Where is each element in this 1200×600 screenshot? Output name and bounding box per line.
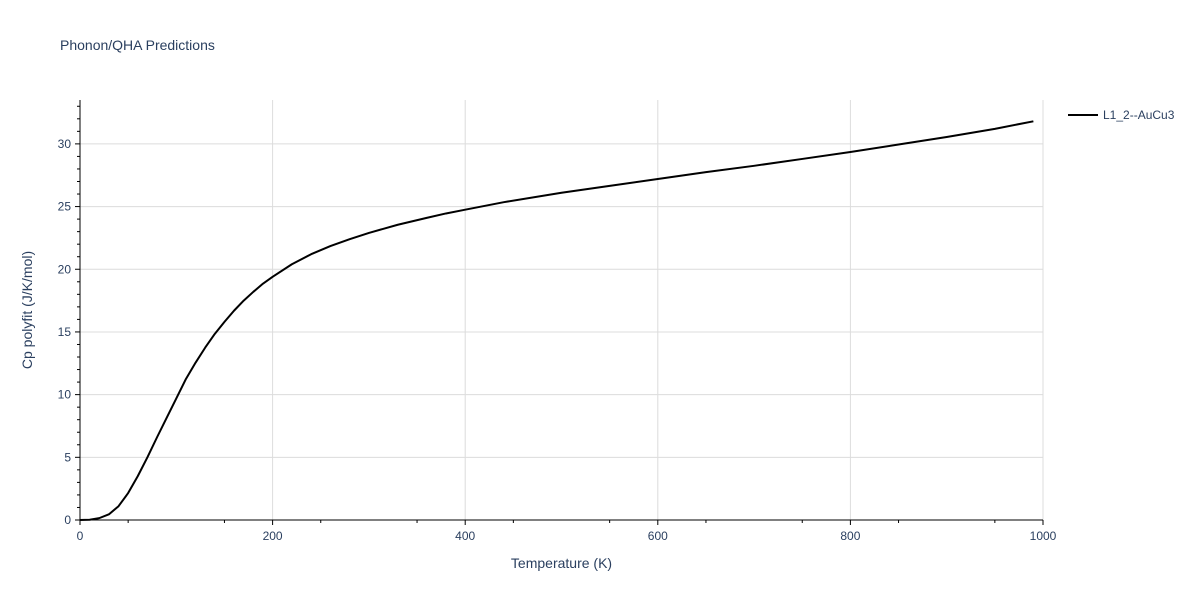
x-tick-label: 600 — [648, 529, 668, 543]
x-tick-label: 1000 — [1030, 529, 1057, 543]
y-axis-ticks: 0 5 10 15 20 25 30 — [58, 105, 80, 527]
x-axis-ticks: 0 200 400 600 800 1000 — [77, 520, 1057, 543]
x-tick-label: 0 — [77, 529, 84, 543]
y-axis-title: Cp polyfit (J/K/mol) — [19, 251, 35, 369]
x-tick-label: 200 — [263, 529, 283, 543]
chart-title: Phonon/QHA Predictions — [60, 37, 215, 53]
x-tick-label: 800 — [840, 529, 860, 543]
legend[interactable]: L1_2--AuCu3 — [1068, 108, 1175, 122]
series-line — [79, 120, 1034, 521]
y-gridlines — [80, 143, 1043, 458]
y-tick-label: 25 — [58, 200, 72, 214]
legend-label: L1_2--AuCu3 — [1103, 108, 1175, 122]
y-tick-label: 5 — [64, 450, 71, 464]
y-tick-label: 30 — [58, 137, 72, 151]
y-tick-label: 0 — [64, 513, 71, 527]
y-tick-label: 20 — [58, 262, 72, 276]
x-tick-label: 400 — [455, 529, 475, 543]
y-tick-label: 10 — [58, 388, 72, 402]
x-gridlines — [272, 100, 1044, 520]
series-layer — [79, 120, 1034, 521]
y-tick-label: 15 — [58, 325, 72, 339]
x-axis-title: Temperature (K) — [511, 555, 612, 571]
